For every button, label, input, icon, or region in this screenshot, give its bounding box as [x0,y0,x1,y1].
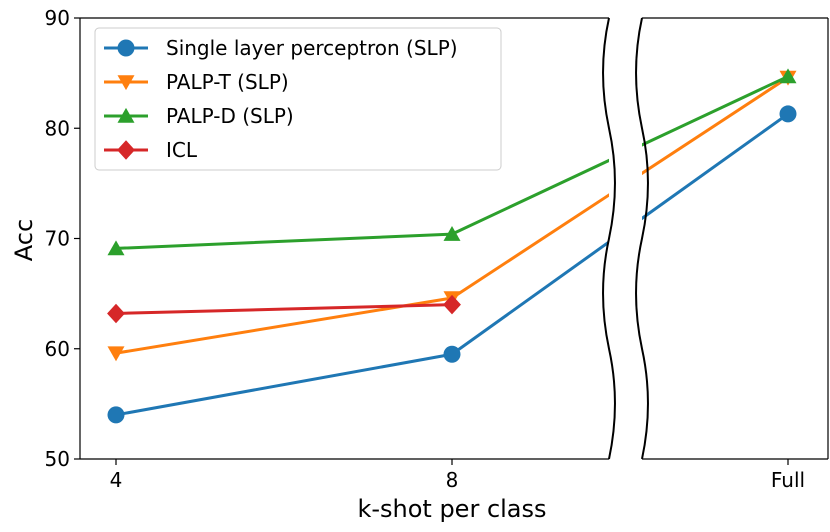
legend-box [94,27,502,171]
legend-label-1: PALP-T (SLP) [166,70,289,94]
legend-marker-1 [117,75,135,91]
y-tick-label: 80 [45,116,70,140]
series-line-3 [115,303,453,315]
series-0-point-1 [443,345,461,363]
y-tick-label: 60 [45,337,70,361]
legend-label-2: PALP-D (SLP) [166,104,294,128]
y-tick-label: 50 [45,447,70,471]
legend: Single layer perceptron (SLP) PALP-T (SLP… [94,27,502,171]
series-markers [107,68,797,424]
series-2-point-1 [443,226,461,241]
series-2-point-0 [107,240,125,256]
x-tick-label: 4 [110,468,123,492]
series-lines-right [642,75,789,221]
legend-label-0: Single layer perceptron (SLP) [166,36,458,60]
series-line-0-right [642,112,789,221]
axis-break-marks [602,17,649,460]
series-2-point-2 [779,68,797,84]
series-3-point-0 [107,303,125,324]
x-tick-label: Full [771,468,805,492]
series-line-2-right [642,75,789,147]
series-0-point-2 [779,105,797,123]
legend-marker-2 [117,107,135,123]
break-mark-right [635,17,649,460]
break-mark-left [602,17,616,460]
series-1-point-0 [107,346,125,362]
series-3-point-1 [443,294,461,315]
series-0-point-0 [107,406,125,424]
series-line-1-right [642,76,789,176]
legend-marker-0 [117,39,135,57]
x-axis-label: k-shot per class [357,495,546,523]
y-axis-label: Acc [10,219,38,261]
y-tick-label: 70 [45,227,70,251]
x-tick-label: 8 [446,468,459,492]
legend-marker-3 [117,140,135,160]
axes: 50 60 70 80 90 4 8 Full [45,6,829,492]
y-tick-label: 90 [45,6,70,30]
legend-label-3: ICL [166,138,198,162]
